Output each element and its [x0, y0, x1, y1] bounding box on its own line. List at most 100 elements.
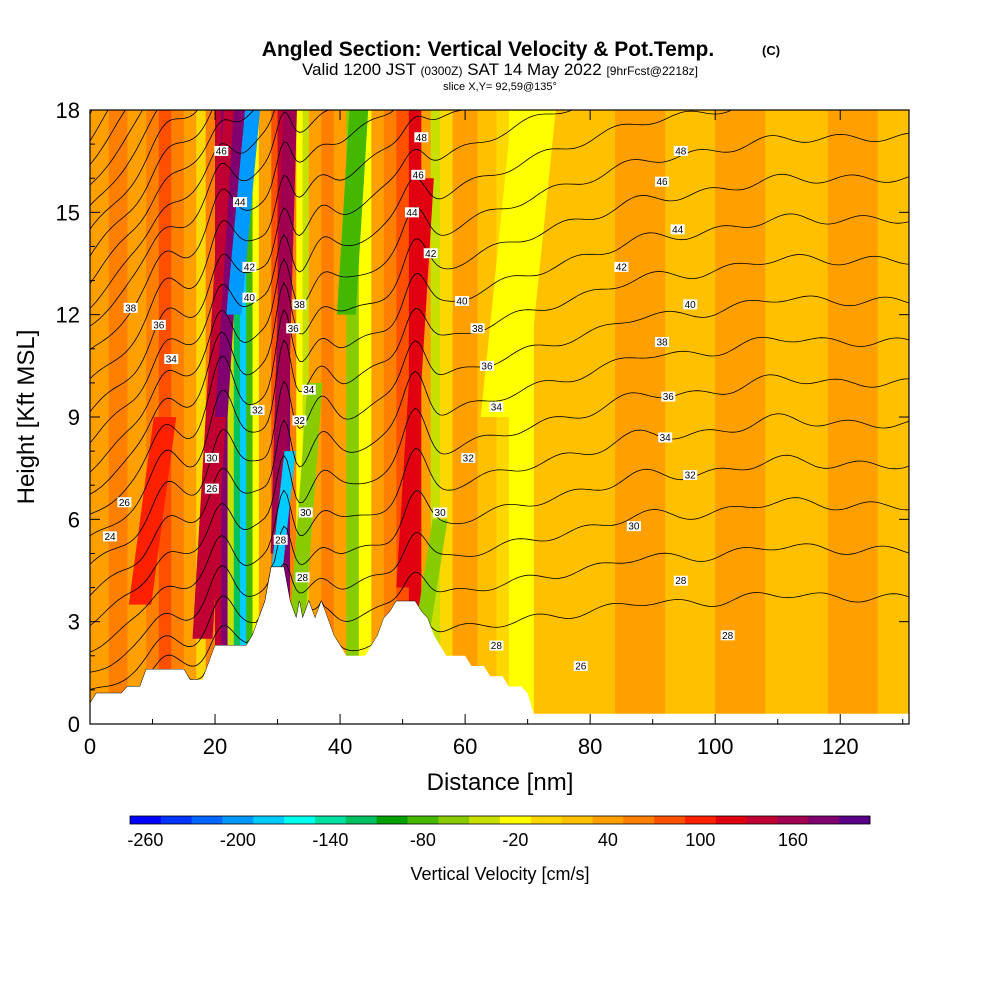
velocity-streak-3 — [226, 110, 261, 315]
contour-label: 28 — [720, 630, 735, 642]
contour-label: 36 — [479, 360, 494, 372]
contour-label-text: 30 — [435, 508, 447, 519]
theta-contour-2 — [90, 497, 909, 690]
colorbar-swatch — [777, 816, 809, 824]
contour-label-text: 28 — [722, 631, 734, 642]
contour-label: 44 — [233, 197, 248, 209]
colorbar-swatch — [592, 816, 624, 824]
velocity-column-32 — [421, 110, 432, 724]
colorbar-swatch — [808, 816, 840, 824]
velocity-column-44 — [715, 110, 766, 724]
velocity-column-15 — [252, 110, 260, 724]
contour-label: 30 — [298, 507, 313, 519]
slice-label: slice X,Y= 92,59@135° — [443, 81, 557, 93]
velocity-streak-10 — [480, 110, 556, 417]
theta-contour-7 — [90, 295, 909, 565]
contour-label: 30 — [433, 507, 448, 519]
velocity-column-27 — [358, 110, 372, 724]
contour-label-text: 32 — [463, 453, 475, 464]
theta-contour-12 — [90, 110, 733, 444]
contour-label-text: 24 — [104, 532, 116, 543]
contour-label-text: 28 — [675, 576, 687, 587]
contour-label-text: 46 — [216, 146, 228, 157]
contour-label: 28 — [273, 534, 288, 546]
contour-label: 38 — [292, 299, 307, 311]
velocity-column-2 — [127, 110, 147, 724]
velocity-column-13 — [240, 110, 247, 724]
colorbar-swatch — [654, 816, 686, 824]
velocity-column-42 — [615, 110, 666, 724]
contour-label-text: 26 — [206, 484, 218, 495]
theta-contour-13 — [90, 110, 573, 413]
velocity-column-34 — [440, 110, 454, 724]
colorbar-tick-label: -200 — [220, 830, 256, 850]
theta-contour-5 — [90, 374, 909, 626]
colorbar-swatch — [530, 816, 563, 824]
contour-label: 28 — [489, 640, 504, 652]
contour-label: 32 — [292, 415, 307, 427]
velocity-column-43 — [665, 110, 716, 724]
contour-label: 34 — [301, 384, 316, 396]
velocity-column-7 — [196, 110, 207, 724]
velocity-column-11 — [227, 110, 235, 724]
contour-label-text: 48 — [416, 133, 428, 144]
x-axis-label: Distance [nm] — [427, 769, 574, 796]
contour-label-text: 40 — [456, 297, 468, 308]
colorbar-tick-label: -140 — [312, 830, 348, 850]
colorbar-swatch — [376, 816, 408, 824]
velocity-column-24 — [321, 110, 335, 724]
contour-label: 46 — [214, 145, 229, 157]
theta-contour-8 — [90, 254, 909, 537]
contour-label: 26 — [573, 661, 588, 673]
contour-label-text: 34 — [491, 402, 503, 413]
contour-label: 28 — [295, 572, 310, 584]
contour-label-text: 48 — [675, 146, 687, 157]
x-tick-label: 40 — [328, 734, 352, 759]
y-tick-label: 9 — [68, 405, 80, 430]
contour-label-text: 36 — [153, 320, 165, 331]
colorbar-tick-label: 160 — [778, 830, 808, 850]
x-tick-label: 0 — [84, 734, 96, 759]
contour-label-text: 44 — [672, 225, 684, 236]
contour-label-text: 36 — [481, 361, 493, 372]
contour-label: 32 — [683, 469, 698, 481]
contour-label-text: 32 — [294, 416, 306, 427]
contour-label: 40 — [242, 292, 257, 304]
colorbar-swatch — [345, 816, 378, 824]
contour-label-text: 26 — [575, 662, 587, 673]
colorbar-tick-label: -20 — [502, 830, 528, 850]
theta-contour-18 — [90, 110, 255, 284]
colorbar: -260 -200 -140 -80 -20 40 100 160 — [127, 815, 871, 850]
contour-label: 30 — [204, 452, 219, 464]
theta-contour-11 — [90, 132, 909, 473]
subtitle-date: SAT 14 May 2022 — [467, 60, 602, 79]
velocity-column-14 — [246, 110, 254, 724]
contour-label-text: 36 — [663, 392, 675, 403]
colorbar-swatch — [469, 816, 501, 824]
contour-label-text: 40 — [244, 293, 256, 304]
contour-label: 36 — [661, 391, 676, 403]
y-tick-label: 0 — [68, 712, 80, 737]
contour-label-text: 44 — [406, 208, 418, 219]
contour-label-text: 28 — [275, 535, 287, 546]
plot-area: 24 26 38 36 34 30 26 46 44 42 40 38 36 32 32 34 30 28 28 48… — [90, 110, 909, 724]
contour-label-text: 42 — [244, 262, 256, 273]
theta-contour-4 — [90, 413, 909, 653]
theta-contour-6 — [90, 336, 909, 596]
theta-contour-15 — [90, 110, 395, 350]
contour-label-text: 28 — [297, 573, 309, 584]
title-mark: (C) — [762, 43, 780, 58]
colorbar-tick-label: 40 — [598, 830, 618, 850]
contour-label: 42 — [423, 248, 438, 260]
x-tick-label: 120 — [822, 734, 859, 759]
theta-contour-14 — [90, 110, 467, 380]
colorbar-swatch — [746, 816, 778, 824]
subtitle-zulu: (0300Z) — [420, 64, 462, 78]
colorbar-swatch — [685, 816, 717, 824]
velocity-streak-8 — [413, 519, 448, 639]
contour-label: 46 — [655, 176, 670, 188]
contour-label: 36 — [286, 323, 301, 335]
velocity-column-41 — [577, 110, 616, 724]
